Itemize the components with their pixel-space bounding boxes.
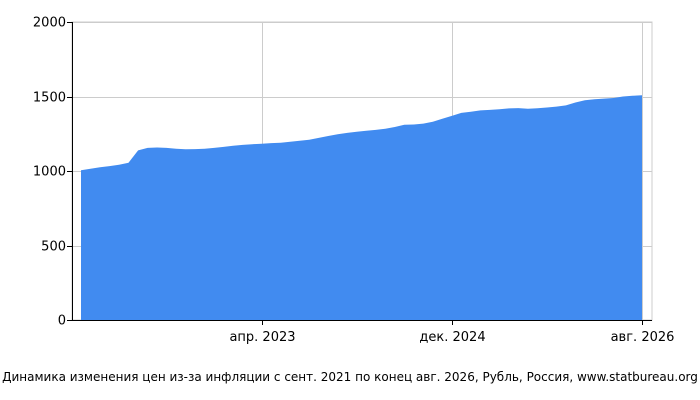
y-tick-label: 500 [41,240,66,255]
chart-caption: Динамика изменения цен из-за инфляции с … [2,370,698,384]
y-tick-label: 1500 [33,91,66,106]
x-tick-label: авг. 2026 [611,330,675,345]
x-tick-label: дек. 2024 [419,330,485,345]
y-tick-label: 0 [58,314,66,329]
axes [67,22,652,325]
series-area [81,95,642,320]
x-tick-label: апр. 2023 [229,330,295,345]
y-tick-label: 2000 [33,16,66,31]
x-axis-ticks: апр. 2023 дек. 2024 авг. 2026 [229,330,674,345]
y-tick-label: 1000 [33,165,66,180]
y-axis-ticks: 0 500 1000 1500 2000 [33,16,66,329]
